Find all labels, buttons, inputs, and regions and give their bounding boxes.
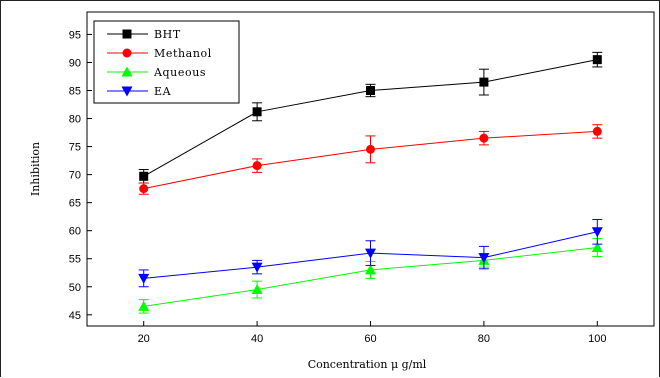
legend-label-ea: EA (154, 85, 172, 98)
x-tick-label: 100 (588, 333, 606, 345)
y-tick-label: 50 (69, 282, 81, 294)
legend-marker-ea (121, 86, 133, 97)
y-tick-label: 90 (69, 57, 81, 69)
y-tick-label: 55 (69, 254, 81, 266)
legend-box (93, 20, 240, 104)
x-tick-label: 20 (138, 333, 150, 345)
data-point-aqueous (251, 284, 263, 295)
y-tick-label: 60 (69, 226, 81, 238)
data-point-aqueous (138, 300, 150, 311)
legend: BHT Methanol Aqueous EA (93, 20, 240, 104)
legend-label-methanol: Methanol (154, 47, 212, 60)
y-tick-label: 95 (69, 29, 81, 41)
data-point-methanol (366, 144, 375, 154)
data-point-aqueous (365, 264, 376, 275)
legend-marker-aqueous (121, 66, 133, 77)
legend-marker-methanol (122, 48, 132, 58)
data-point-bht (479, 77, 489, 87)
y-axis-label: Inhibition (29, 142, 42, 196)
legend-label-aqueous: Aqueous (153, 66, 206, 79)
series-layer (138, 51, 603, 314)
data-point-bht (139, 171, 149, 181)
data-point-ea (138, 273, 150, 284)
data-point-methanol (592, 126, 602, 136)
data-point-methanol (139, 184, 149, 194)
data-point-methanol (252, 161, 262, 171)
data-point-ea (478, 253, 490, 264)
y-tick-label: 85 (69, 86, 81, 98)
data-point-ea (251, 262, 263, 273)
legend-label-bht: BHT (154, 28, 181, 41)
axis-ticks: 45 50 55 60 65 70 75 80 85 90 95 20 40 60 80 100 (69, 29, 607, 345)
legend-marker-bht (122, 29, 132, 39)
y-tick-label: 80 (69, 114, 81, 126)
data-point-bht (252, 107, 262, 117)
data-point-ea (591, 227, 603, 238)
x-tick-label: 80 (478, 333, 490, 345)
x-tick-label: 40 (251, 333, 263, 345)
y-tick-label: 65 (69, 198, 81, 210)
data-point-methanol (479, 133, 489, 143)
x-axis-label: Concentration μ g/ml (308, 358, 427, 371)
y-tick-label: 75 (69, 142, 81, 154)
data-point-bht (592, 55, 602, 65)
data-point-aqueous (591, 242, 603, 252)
data-point-bht (366, 86, 375, 95)
data-point-ea (365, 248, 376, 259)
y-tick-label: 70 (69, 170, 81, 182)
x-tick-label: 60 (364, 333, 376, 345)
y-tick-label: 45 (69, 310, 81, 322)
